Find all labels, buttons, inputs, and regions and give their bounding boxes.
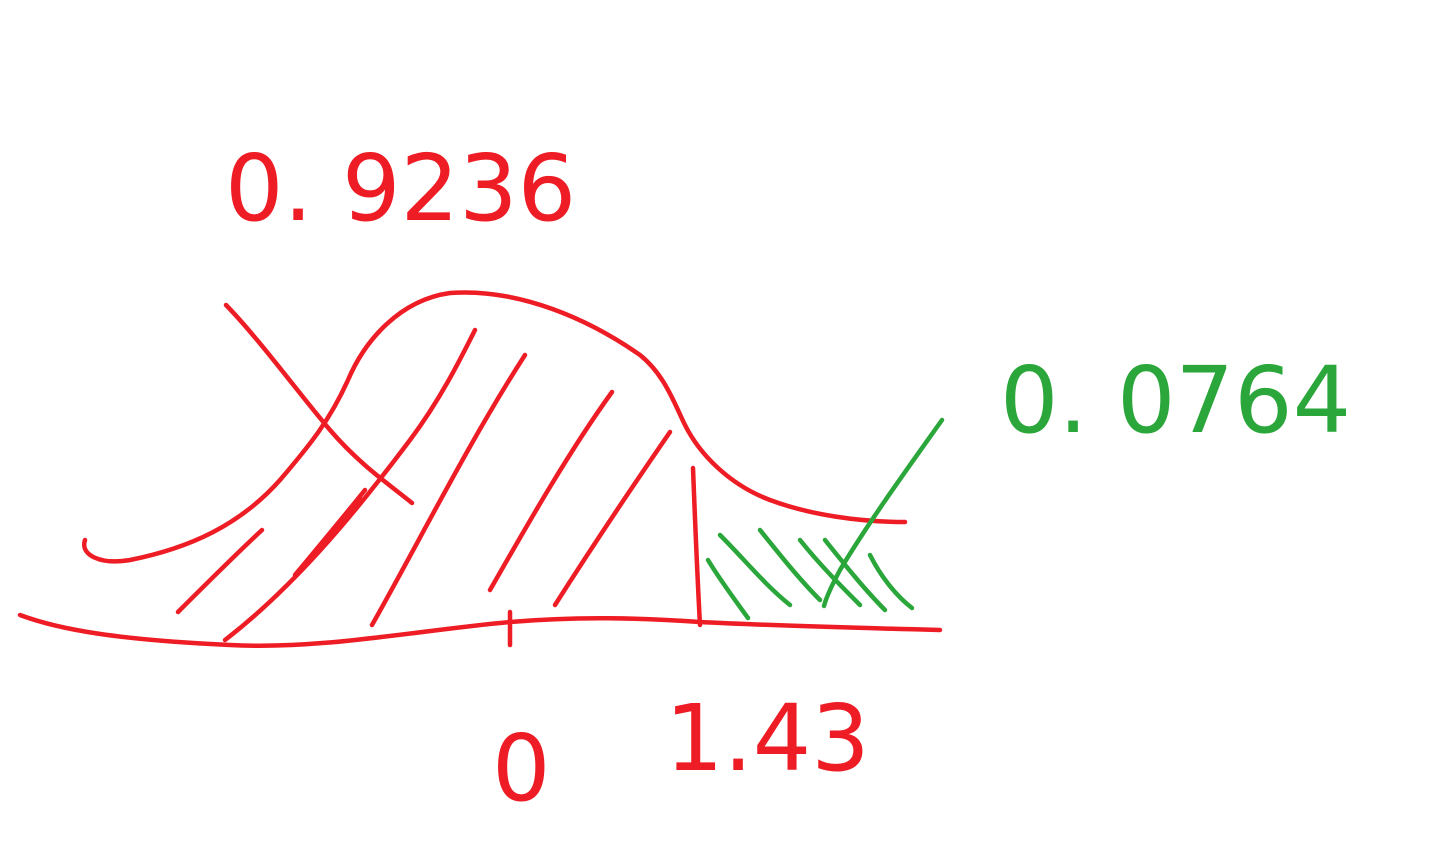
right-area-hatching: [705, 527, 915, 621]
left-area-hatching: [175, 327, 673, 643]
bell-curve: [82, 290, 908, 564]
right-area-label: 0. 0764: [1000, 347, 1351, 454]
cross-stroke: [223, 302, 415, 506]
right-area-pointer: [821, 417, 945, 609]
tick-zero-label: 0: [492, 715, 551, 822]
cutoff-line: [690, 465, 703, 628]
x-axis: [17, 612, 943, 649]
tick-z-label: 1.43: [665, 685, 870, 792]
left-area-label: 0. 9236: [225, 135, 576, 242]
